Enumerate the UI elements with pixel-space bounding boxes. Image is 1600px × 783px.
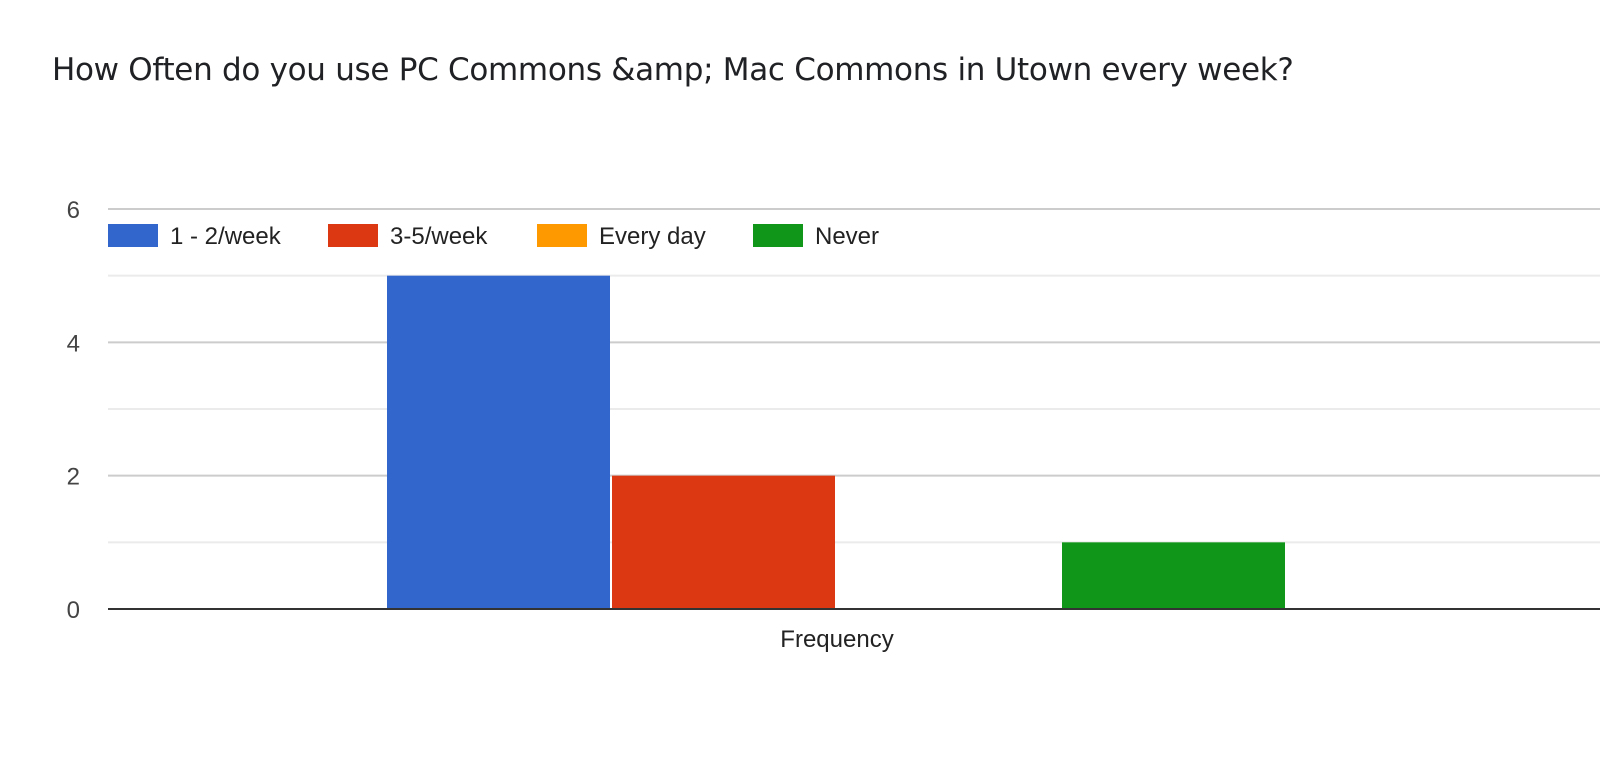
bar-1-2-week [387, 275, 610, 609]
legend-label: 3-5/week [390, 223, 488, 250]
gridlines [108, 208, 1600, 544]
bar-3-5-week [612, 475, 835, 609]
legend: 1 - 2/week 3-5/week Every day Never [108, 223, 879, 250]
legend-swatch [328, 224, 378, 247]
bar-never [1062, 542, 1285, 609]
y-tick-label: 0 [67, 597, 80, 624]
axes: 0 2 4 6 Frequency [67, 197, 1600, 653]
legend-swatch [753, 224, 803, 247]
legend-label: 1 - 2/week [170, 223, 282, 250]
y-tick-label: 2 [67, 464, 80, 491]
legend-label: Every day [599, 223, 706, 250]
y-tick-label: 6 [67, 197, 80, 224]
legend-swatch [537, 224, 587, 247]
x-category-label: Frequency [780, 626, 893, 653]
legend-swatch [108, 224, 158, 247]
legend-label: Never [815, 223, 879, 250]
y-tick-label: 4 [67, 330, 80, 357]
bars [387, 275, 1285, 609]
chart-title: How Often do you use PC Commons &amp; Ma… [52, 52, 1294, 88]
